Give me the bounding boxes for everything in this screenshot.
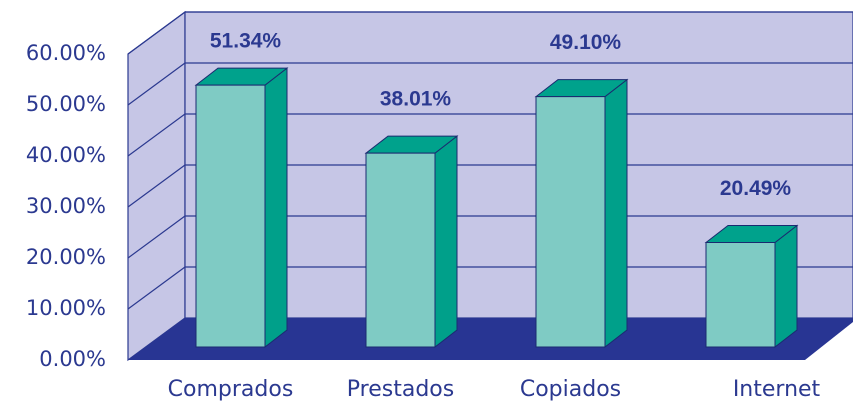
y-tick-label: 20.00%	[26, 245, 106, 269]
grid-line	[127, 113, 186, 157]
bar-front	[535, 96, 606, 348]
grid-line	[127, 215, 186, 259]
bar	[704, 224, 799, 349]
y-tick-label: 40.00%	[26, 143, 106, 167]
x-tick-label: Prestados	[347, 377, 454, 402]
bar	[194, 67, 289, 349]
bar-front	[195, 84, 266, 348]
bar-front	[705, 242, 776, 348]
value-label: 38.01%	[380, 88, 452, 111]
grid-line	[127, 11, 186, 55]
y-tick-label: 0.00%	[39, 347, 106, 371]
bar-front	[365, 152, 436, 348]
grid-line	[127, 266, 186, 310]
y-tick-label: 50.00%	[26, 92, 106, 116]
value-label: 51.34%	[210, 30, 282, 53]
value-label: 49.10%	[550, 31, 622, 54]
y-tick-label: 30.00%	[26, 194, 106, 218]
grid-line	[127, 164, 186, 208]
bar-side	[264, 67, 288, 349]
grid-line	[127, 62, 186, 106]
y-tick-label: 10.00%	[26, 296, 106, 320]
x-tick-label: Copiados	[520, 377, 621, 402]
x-tick-label: Comprados	[168, 377, 294, 402]
y-tick-label: 60.00%	[26, 41, 106, 65]
value-label: 20.49%	[720, 177, 792, 200]
bar-side	[604, 78, 628, 349]
bar-side	[434, 135, 458, 349]
bar	[364, 135, 459, 349]
bar	[534, 78, 629, 349]
x-tick-label: Internet	[733, 377, 821, 402]
bar-side	[774, 224, 798, 349]
floor	[128, 318, 853, 360]
